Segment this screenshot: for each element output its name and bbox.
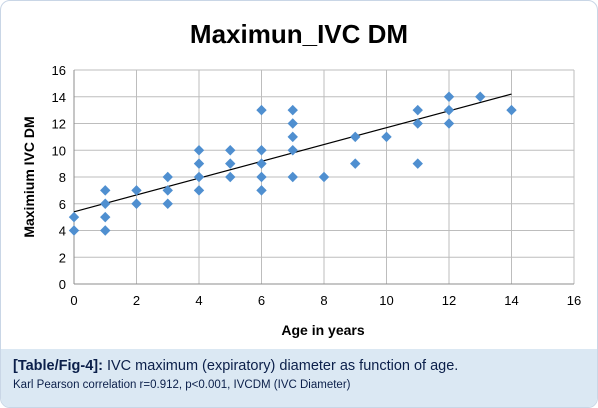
x-tick-label: 14 [504, 293, 518, 308]
x-tick-label: 10 [379, 293, 393, 308]
data-point [443, 118, 455, 129]
data-point [256, 158, 267, 169]
data-point [443, 104, 455, 116]
data-point [350, 131, 361, 143]
data-point [162, 185, 173, 196]
data-point [100, 211, 111, 223]
chart-title: Maximun_IVC DM [190, 19, 408, 49]
x-tick-label: 0 [70, 293, 77, 308]
data-point [412, 158, 423, 169]
y-tick-label: 0 [59, 277, 66, 292]
y-tick-label: 6 [59, 197, 66, 212]
y-tick-label: 10 [52, 143, 66, 158]
data-point [443, 91, 455, 102]
x-tick-label: 12 [442, 293, 456, 308]
chart-area: Maximun_IVC DM 0 2 4 6 8 10 12 14 16 0 2 4 6 8 10 12 14 1… [1, 1, 597, 349]
data-point [412, 118, 423, 129]
y-tick-label: 4 [59, 224, 66, 239]
data-point [68, 225, 80, 236]
data-point [287, 131, 298, 143]
caption-text: IVC maximum (expiratory) diameter as fun… [106, 358, 459, 374]
caption-note: Karl Pearson correlation r=0.912, p<0.00… [13, 379, 351, 391]
data-point [131, 185, 142, 196]
y-tick-label: 16 [52, 63, 66, 78]
data-points [68, 91, 517, 236]
x-tick-label: 4 [195, 293, 202, 308]
data-point [256, 104, 267, 116]
data-point [381, 131, 392, 143]
scatter-chart: Maximun_IVC DM 0 2 4 6 8 10 12 14 16 0 2 4 6 8 10 12 14 1… [21, 19, 582, 338]
data-point [100, 225, 111, 236]
data-point [100, 198, 111, 209]
data-point [193, 171, 205, 183]
data-point [225, 145, 236, 156]
x-tick-label: 2 [133, 293, 140, 308]
data-point [287, 118, 298, 129]
tick-labels: 0 2 4 6 8 10 12 14 16 0 2 4 6 8 10 12 14 16 [52, 63, 582, 308]
y-tick-label: 14 [52, 90, 66, 105]
caption-line: [Table/Fig-4]: IVC maximum (expiratory) … [13, 357, 585, 376]
x-tick-label: 16 [567, 293, 581, 308]
x-axis-label: Age in years [281, 322, 364, 338]
data-point [225, 158, 236, 169]
data-point [412, 104, 423, 116]
y-tick-label: 8 [59, 170, 66, 185]
x-tick-label: 8 [320, 293, 327, 308]
data-point [162, 198, 173, 209]
x-tick-label: 6 [258, 293, 265, 308]
data-point [506, 104, 517, 116]
data-point [475, 91, 486, 102]
y-tick-label: 2 [59, 250, 66, 265]
data-point [256, 185, 267, 196]
data-point [318, 171, 330, 183]
y-tick-label: 12 [52, 117, 66, 132]
data-point [100, 185, 111, 196]
data-point [225, 171, 236, 183]
data-point [131, 198, 142, 209]
data-point [256, 171, 267, 183]
data-point [193, 145, 205, 156]
y-axis-label: Maximium IVC DM [21, 116, 37, 237]
data-point [193, 185, 205, 196]
figure-caption: [Table/Fig-4]: IVC maximum (expiratory) … [1, 349, 597, 407]
data-point [287, 104, 298, 116]
data-point [350, 158, 361, 169]
data-point [287, 145, 298, 156]
data-point [193, 158, 205, 169]
data-point [256, 145, 267, 156]
axes [73, 70, 574, 285]
caption-ref: [Table/Fig-4]: [13, 358, 103, 374]
data-point [68, 211, 80, 223]
data-point [162, 171, 173, 183]
data-point [287, 171, 298, 183]
